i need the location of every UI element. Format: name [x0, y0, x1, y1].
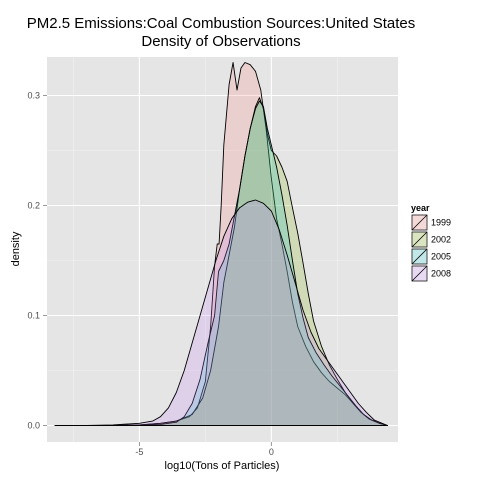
- legend-slash-2008: [411, 265, 428, 282]
- x-axis-label: log10(Tons of Particles): [165, 460, 280, 472]
- legend-slash-2002: [411, 231, 428, 248]
- x-tick-label-1: 0: [269, 447, 274, 457]
- density-area-2005: [54, 100, 388, 426]
- chart-title-line2: Density of Observations: [141, 33, 300, 50]
- y-tick-label-1: 0.1: [27, 311, 40, 321]
- legend-label-2005: 2005: [431, 252, 451, 262]
- density-areas: [54, 62, 388, 426]
- y-tick-label-2: 0.2: [27, 201, 40, 211]
- legend: year 1999 2002 2005 2008: [410, 203, 451, 283]
- y-tick-label-0: 0.0: [27, 421, 40, 431]
- y-axis-label: density: [10, 231, 22, 266]
- legend-slash-1999: [411, 214, 428, 231]
- grid-minor: [47, 57, 398, 442]
- density-area-2008: [54, 199, 388, 426]
- legend-label-2002: 2002: [431, 235, 451, 245]
- legend-label-2008: 2008: [431, 269, 451, 279]
- legend-label-1999: 1999: [431, 218, 451, 228]
- chart-title-line1: PM2.5 Emissions:Coal Combustion Sources:…: [27, 15, 416, 32]
- legend-slash-2005: [411, 248, 428, 265]
- y-axis-ticks: 0.0 0.1 0.2 0.3: [27, 91, 47, 431]
- y-tick-label-3: 0.3: [27, 91, 40, 101]
- x-tick-label-0: -5: [135, 447, 143, 457]
- x-axis-ticks: -5 0: [135, 442, 274, 457]
- legend-title: year: [411, 203, 430, 213]
